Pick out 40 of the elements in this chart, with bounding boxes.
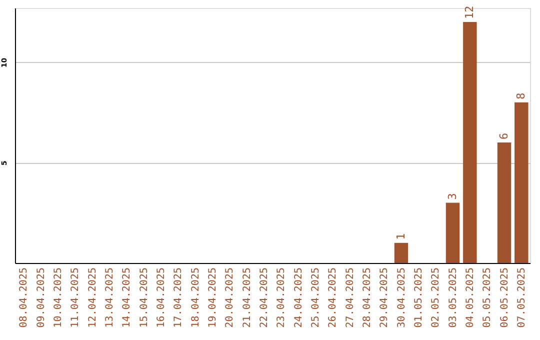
x-tick-label: 11.04.2025 xyxy=(70,268,82,328)
bar xyxy=(394,242,408,263)
x-tick-label: 06.05.2025 xyxy=(499,268,510,328)
x-tick-label: 25.04.2025 xyxy=(310,268,322,328)
x-tick-label: 27.04.2025 xyxy=(344,268,356,328)
bar xyxy=(514,102,528,263)
data-label: 6 xyxy=(497,132,510,140)
x-tick-label: 04.05.2025 xyxy=(464,268,476,328)
x-tick-label: 23.04.2025 xyxy=(276,268,288,328)
x-tick-label: 19.04.2025 xyxy=(207,268,218,328)
x-tick-label: 05.05.2025 xyxy=(482,268,494,328)
x-tick-label: 08.04.2025 xyxy=(18,268,30,328)
bar xyxy=(463,22,477,263)
bar xyxy=(497,142,512,263)
x-tick-label: 29.04.2025 xyxy=(379,268,390,328)
x-tick-label: 14.04.2025 xyxy=(122,268,133,328)
x-tick-label: 30.04.2025 xyxy=(396,268,408,328)
data-label: 12 xyxy=(462,6,476,20)
x-tick-label: 24.04.2025 xyxy=(293,268,304,328)
x-tick-label: 20.04.2025 xyxy=(224,268,236,328)
x-tick-label: 03.05.2025 xyxy=(448,268,459,328)
bar xyxy=(446,202,460,263)
x-tick-label: 10.04.2025 xyxy=(52,268,64,328)
x-tick-label: 17.04.2025 xyxy=(173,268,184,328)
x-tick-label: 15.04.2025 xyxy=(138,268,150,328)
x-tick-label: 01.05.2025 xyxy=(413,268,424,328)
x-tick-label: 13.04.2025 xyxy=(104,268,116,328)
data-label: 8 xyxy=(514,92,528,100)
data-label: 1 xyxy=(394,233,408,240)
x-tick-label: 02.05.2025 xyxy=(430,268,442,328)
x-tick-label: 12.04.2025 xyxy=(87,268,98,328)
data-label: 3 xyxy=(446,193,459,200)
x-tick-label: 18.04.2025 xyxy=(190,268,202,328)
x-tick-label: 07.05.2025 xyxy=(516,268,528,328)
x-tick-label: 28.04.2025 xyxy=(362,268,373,328)
x-tick-label: 21.04.2025 xyxy=(242,268,253,328)
x-tick-label: 22.04.2025 xyxy=(258,268,270,328)
x-tick-label: 09.04.2025 xyxy=(36,268,47,328)
x-tick-label: 26.04.2025 xyxy=(328,268,339,328)
x-tick-label: 16.04.2025 xyxy=(156,268,167,328)
